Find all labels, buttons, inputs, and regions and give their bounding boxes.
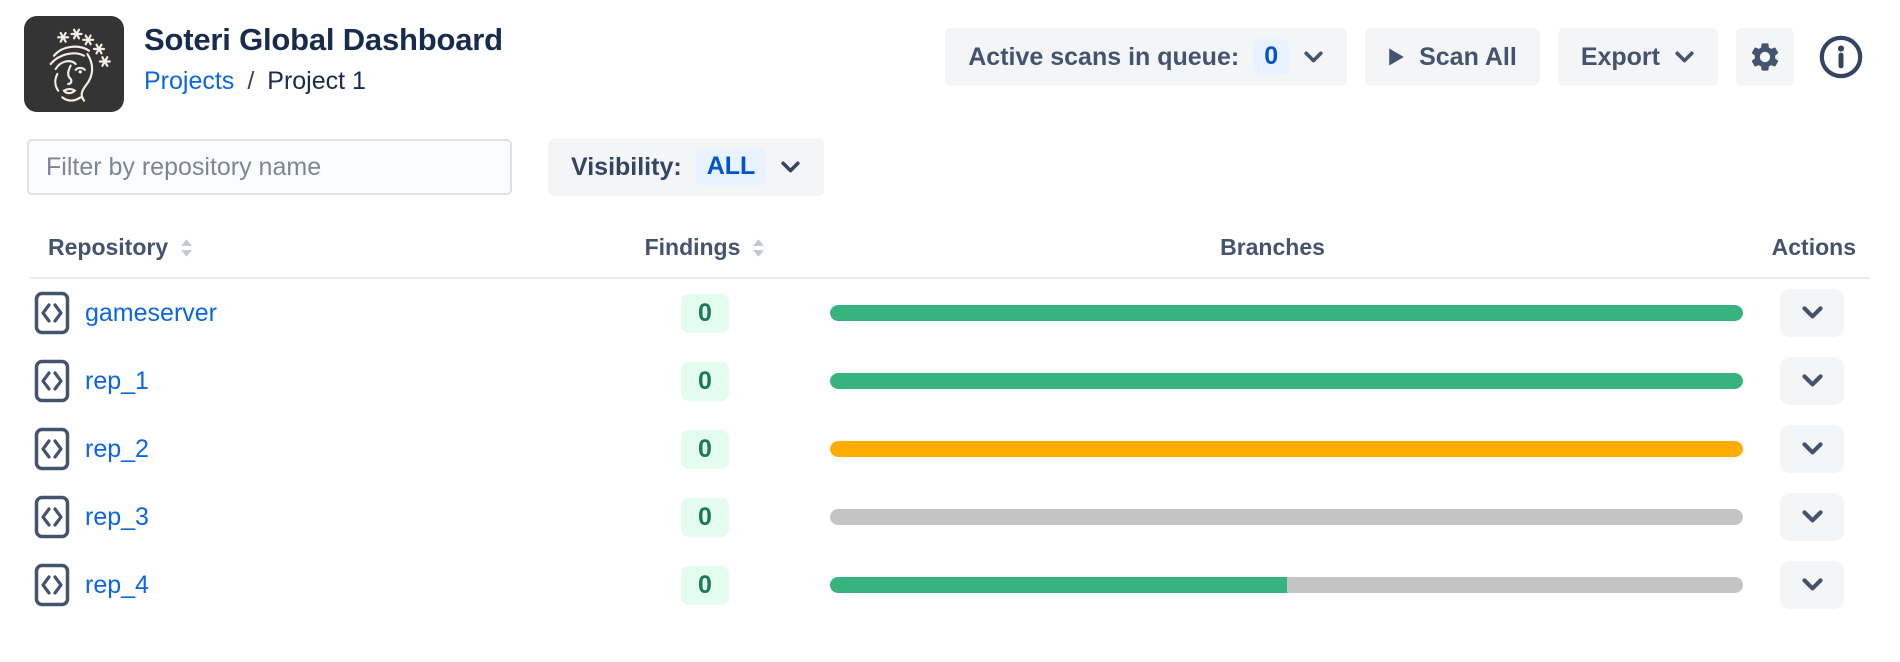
table-row: gameserver 0 xyxy=(30,279,1870,347)
branch-bar-fill xyxy=(830,509,1743,525)
soteri-logo xyxy=(24,16,124,112)
active-scans-label: Active scans in queue: xyxy=(968,42,1240,71)
breadcrumb: Projects / Project 1 xyxy=(144,67,503,96)
findings-badge: 0 xyxy=(681,429,729,469)
breadcrumb-separator: / xyxy=(247,67,255,95)
table-body: gameserver 0 rep_1 xyxy=(30,279,1870,619)
visibility-value-badge: ALL xyxy=(695,149,767,185)
sort-icon xyxy=(753,238,765,257)
scan-all-button[interactable]: Scan All xyxy=(1365,28,1540,86)
branch-bar-track xyxy=(830,373,1743,389)
findings-badge: 0 xyxy=(681,293,729,333)
column-header-label: Actions xyxy=(1771,234,1856,260)
table-row: rep_1 0 xyxy=(30,347,1870,415)
table-row: rep_3 0 xyxy=(30,483,1870,551)
column-header-label: Findings xyxy=(644,234,741,260)
row-actions-menu-button[interactable] xyxy=(1780,357,1844,405)
table-header-row: Repository Findings Branches Actions xyxy=(30,234,1870,279)
chevron-down-icon xyxy=(1801,510,1823,523)
active-scans-queue-button[interactable]: Active scans in queue: 0 xyxy=(945,28,1348,86)
repository-code-icon xyxy=(34,427,70,471)
column-header-branches: Branches xyxy=(790,234,1755,261)
table-row: rep_2 0 xyxy=(30,415,1870,483)
repository-link[interactable]: gameserver xyxy=(85,298,217,327)
breadcrumb-current: Project 1 xyxy=(267,67,366,95)
repository-code-icon xyxy=(34,359,70,403)
row-actions-menu-button[interactable] xyxy=(1780,289,1844,337)
findings-badge: 0 xyxy=(681,565,729,605)
findings-badge: 0 xyxy=(681,361,729,401)
sort-icon xyxy=(181,238,193,257)
info-button[interactable] xyxy=(1812,28,1870,86)
row-actions-menu-button[interactable] xyxy=(1780,561,1844,609)
page-title: Soteri Global Dashboard xyxy=(144,22,503,57)
gear-icon xyxy=(1751,43,1779,71)
repository-table: Repository Findings Branches Actions ga xyxy=(30,234,1870,619)
star-icon xyxy=(70,28,83,40)
repository-code-icon xyxy=(34,291,70,335)
branch-bar-track xyxy=(830,577,1743,593)
branch-bar-track xyxy=(830,441,1743,457)
repository-code-icon xyxy=(34,563,70,607)
export-label: Export xyxy=(1580,42,1660,71)
header-toolbar: Active scans in queue: 0 Scan All Export xyxy=(945,28,1870,86)
chevron-down-icon xyxy=(1675,51,1694,62)
chevron-down-icon xyxy=(1801,306,1823,319)
visibility-label: Visibility: xyxy=(571,152,682,181)
scan-all-label: Scan All xyxy=(1419,42,1517,71)
branch-bar-track xyxy=(830,305,1743,321)
star-icon xyxy=(57,31,70,43)
soteri-face-icon xyxy=(49,28,111,102)
column-header-label: Branches xyxy=(1220,234,1325,260)
app-header: Soteri Global Dashboard Projects / Proje… xyxy=(0,0,1900,112)
visibility-dropdown[interactable]: Visibility: ALL xyxy=(548,138,825,196)
repository-link[interactable]: rep_3 xyxy=(85,502,149,531)
repo-filter-input[interactable] xyxy=(27,139,512,195)
chevron-down-icon xyxy=(1304,51,1323,62)
branch-bar-track xyxy=(830,509,1743,525)
column-header-label: Repository xyxy=(48,234,169,260)
column-header-repository[interactable]: Repository xyxy=(30,234,620,261)
star-icon xyxy=(82,34,95,46)
row-actions-menu-button[interactable] xyxy=(1780,493,1844,541)
branch-bar-fill xyxy=(830,305,1743,321)
chevron-down-icon xyxy=(781,161,800,172)
column-header-actions: Actions xyxy=(1755,234,1870,261)
settings-button[interactable] xyxy=(1736,28,1794,86)
breadcrumb-link-projects[interactable]: Projects xyxy=(144,67,235,95)
branch-bar-fill xyxy=(830,441,1743,457)
filter-row: Visibility: ALL xyxy=(27,138,1900,196)
export-button[interactable]: Export xyxy=(1557,28,1718,86)
branch-bar-fill xyxy=(830,577,1287,593)
repository-code-icon xyxy=(34,495,70,539)
branch-bar-fill xyxy=(830,373,1743,389)
row-actions-menu-button[interactable] xyxy=(1780,425,1844,473)
repository-link[interactable]: rep_1 xyxy=(85,366,149,395)
chevron-down-icon xyxy=(1801,442,1823,455)
repository-link[interactable]: rep_2 xyxy=(85,434,149,463)
chevron-down-icon xyxy=(1801,374,1823,387)
play-icon xyxy=(1389,48,1404,66)
star-icon xyxy=(92,43,106,55)
active-scans-count-badge: 0 xyxy=(1253,39,1290,75)
info-icon xyxy=(1819,35,1863,79)
findings-badge: 0 xyxy=(681,497,729,537)
star-icon xyxy=(98,56,111,67)
repository-link[interactable]: rep_4 xyxy=(85,570,149,599)
chevron-down-icon xyxy=(1801,578,1823,591)
table-row: rep_4 0 xyxy=(30,551,1870,619)
column-header-findings[interactable]: Findings xyxy=(620,234,790,261)
